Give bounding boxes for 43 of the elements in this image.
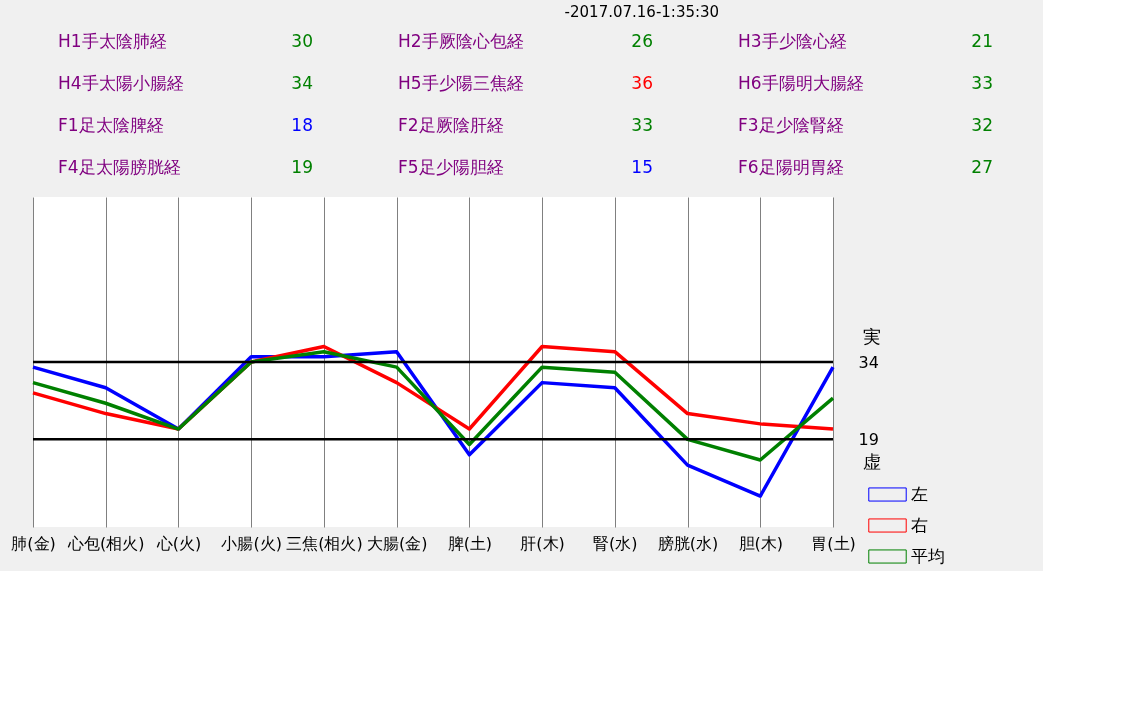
text: 15 [631, 157, 653, 177]
text: H4手太陽小腸経 [58, 73, 184, 93]
text: 33 [971, 73, 993, 93]
x-tick-label: 胆(木) [738, 533, 784, 553]
x-tick-label: 心(火) [155, 533, 202, 553]
text: 21 [971, 31, 993, 51]
text: H1手太陰肺経 [58, 31, 167, 51]
text: 27 [971, 157, 993, 177]
x-tick-label: 小腸(火) [221, 533, 282, 553]
text: 34 [291, 73, 313, 93]
text: F1足太陰脾経 [58, 115, 164, 135]
ref-line-label: 虚 [863, 451, 881, 473]
text: H6手陽明大腸経 [738, 73, 864, 93]
x-tick-label: 肝(木) [520, 533, 565, 553]
x-tick-label: 腎(水) [593, 533, 638, 553]
x-tick-label: 三焦(相火) [286, 533, 363, 553]
legend-label: 平均 [911, 545, 945, 566]
text: F4足太陽膀胱経 [58, 157, 181, 177]
legend-label: 右 [911, 514, 928, 535]
x-tick-label: 肺(金) [11, 533, 56, 553]
text: F2足厥陰肝経 [398, 115, 504, 135]
text: H3手少陰心経 [738, 31, 847, 51]
text: 33 [631, 115, 653, 135]
text: H2手厥陰心包経 [398, 31, 524, 51]
text: F3足少陰腎経 [738, 115, 844, 135]
text: 30 [291, 31, 313, 51]
x-tick-label: 膀胱(水) [657, 533, 719, 553]
text: 26 [631, 31, 653, 51]
x-tick-label: 胃(土) [811, 533, 856, 553]
text: 19 [291, 157, 313, 177]
ref-line-label: 実 [863, 326, 881, 347]
text: 36 [631, 73, 653, 93]
legend-label: 左 [911, 483, 928, 504]
line-series [31, 349, 835, 462]
chart-title: -2017.07.16-1:35:30 [564, 3, 720, 21]
text: 32 [971, 115, 993, 135]
x-tick-label: 心包(相火) [66, 533, 145, 553]
x-tick-label: 脾(土) [447, 533, 493, 553]
text: H5手少陽三焦経 [398, 73, 524, 93]
text: 18 [291, 115, 313, 135]
text: F6足陽明胃経 [738, 157, 844, 177]
text: F5足少陽胆経 [398, 157, 504, 177]
x-tick-label: 大腸(金) [366, 533, 428, 553]
